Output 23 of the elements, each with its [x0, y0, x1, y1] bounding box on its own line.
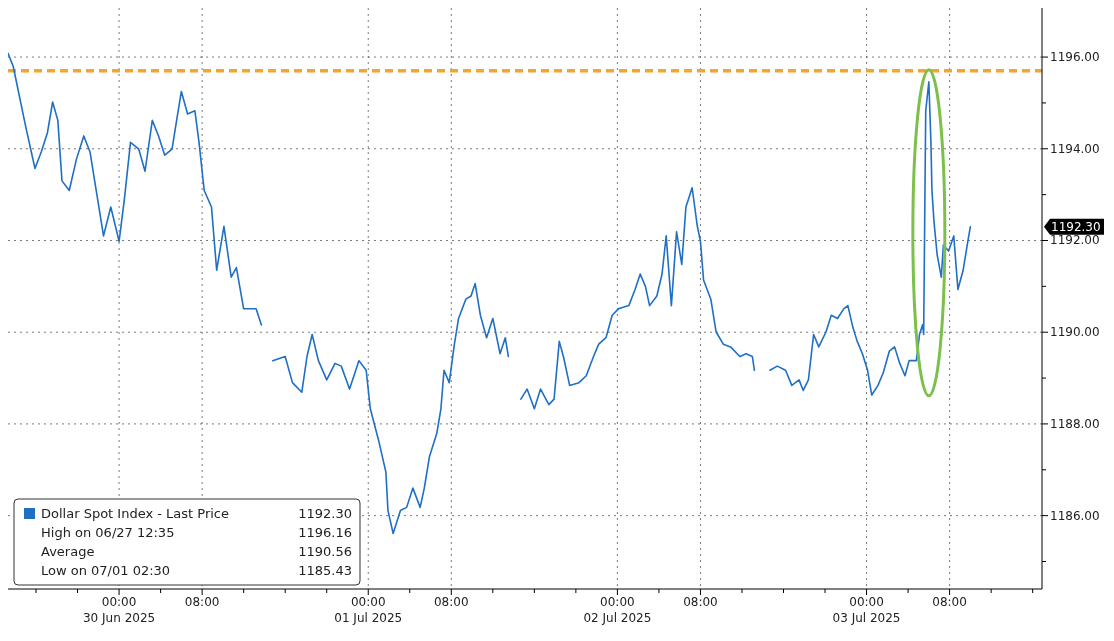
annotation: Average [41, 544, 95, 559]
x-tick-label: 00:00 30 Jun 2025 [82, 595, 156, 625]
y-tick-label: 1196.00 [1050, 50, 1100, 65]
y-tick-label: 1194.00 [1050, 141, 1100, 156]
legend-label: Dollar Spot Index - Last Price [41, 506, 229, 521]
x-tick-label: 08:00 [184, 595, 220, 609]
x-tick-label: 00:00 01 Jul 2025 [334, 595, 403, 625]
annotation: 1185.43 [298, 563, 352, 578]
annotation: 1196.16 [298, 525, 352, 540]
annotation: High on 06/27 12:35 [41, 525, 175, 540]
y-tick-label: 1186.00 [1050, 508, 1100, 523]
x-tick-label: 08:00 [683, 595, 718, 609]
y-tick-label: 1188.00 [1050, 416, 1100, 431]
x-tick-label: 08:00 [433, 595, 469, 609]
x-tick-label: 00:00 02 Jul 2025 [583, 595, 652, 625]
y-tick-label: 1190.00 [1050, 325, 1100, 340]
text: 1192.30 [1051, 219, 1101, 234]
annotation: Low on 07/01 02:30 [41, 563, 171, 578]
annotation: 1192.30 [298, 506, 352, 521]
x-tick-label: 08:00 [932, 595, 967, 609]
annotation: 1190.56 [298, 544, 352, 559]
x-tick-label: 00:00 03 Jul 2025 [832, 595, 901, 625]
y-tick-label: 1192.00 [1050, 233, 1100, 248]
